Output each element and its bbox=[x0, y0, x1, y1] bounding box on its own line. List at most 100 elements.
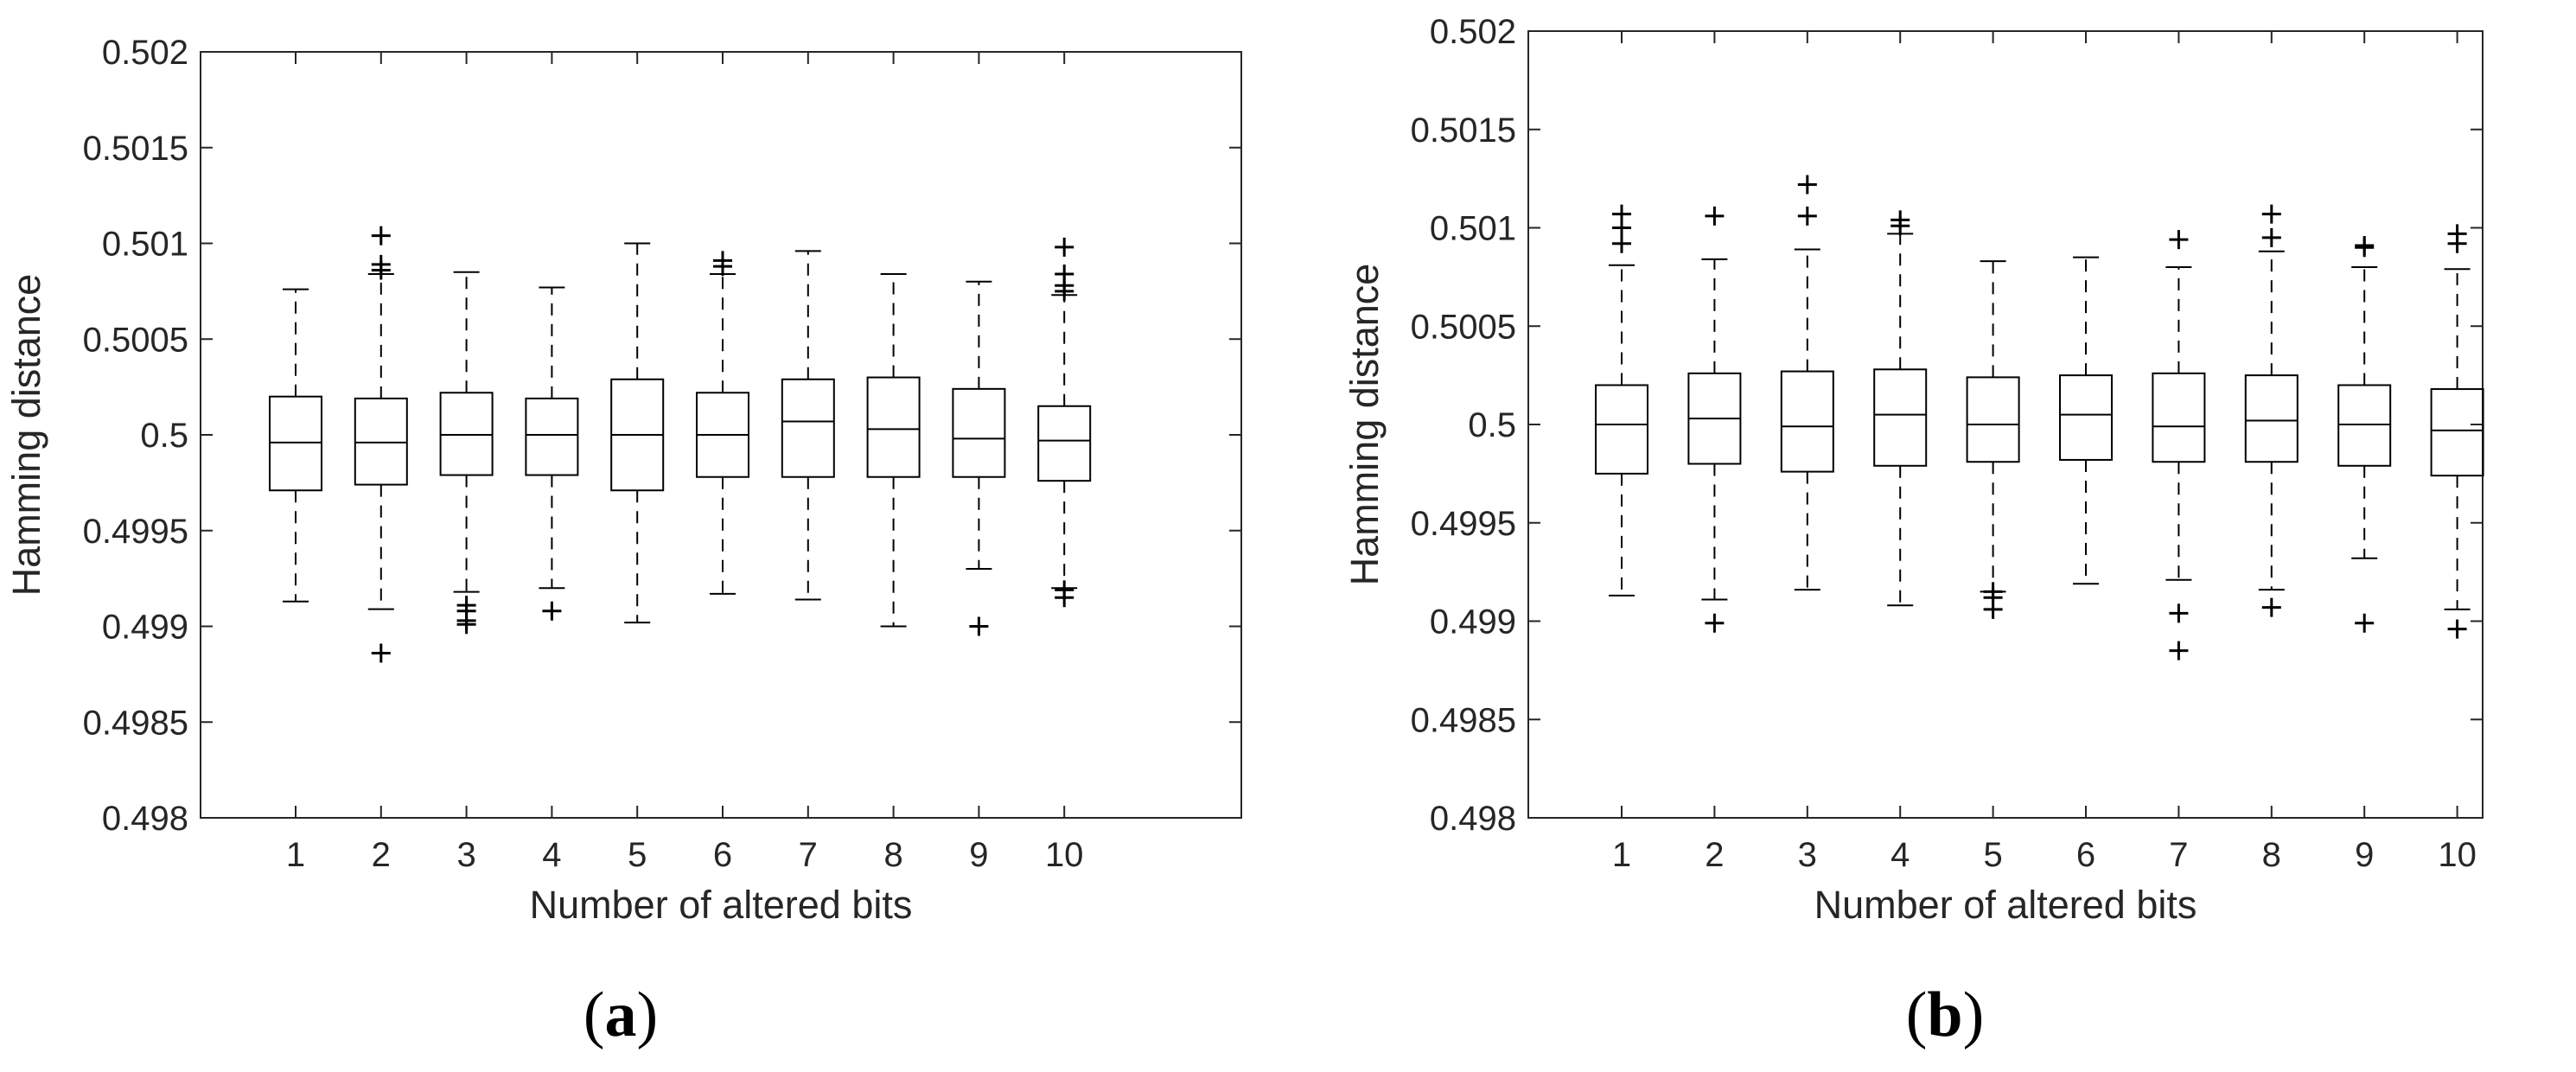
y-tick-label: 0.499 bbox=[102, 609, 188, 647]
y-tick-label: 0.5005 bbox=[83, 321, 188, 359]
outlier-marker bbox=[1055, 264, 1074, 284]
x-tick-label: 7 bbox=[2169, 836, 2188, 874]
y-axis-label: Hamming distance bbox=[4, 274, 48, 597]
outlier-marker bbox=[2169, 230, 2189, 250]
outlier-marker bbox=[1891, 210, 1910, 230]
box-group bbox=[610, 242, 665, 624]
box-group bbox=[781, 250, 835, 601]
panel-label: (a) bbox=[583, 979, 658, 1050]
x-tick-label: 8 bbox=[883, 836, 902, 874]
box-group bbox=[952, 280, 1006, 636]
outlier-marker bbox=[1055, 237, 1074, 257]
iqr-box bbox=[2059, 374, 2113, 461]
iqr-box bbox=[2337, 384, 2392, 467]
outlier-marker bbox=[1705, 613, 1725, 633]
y-tick-label: 0.5 bbox=[1468, 406, 1516, 444]
outlier-marker bbox=[2169, 641, 2189, 660]
y-tick-label: 0.5015 bbox=[1411, 112, 1516, 150]
x-tick-label: 6 bbox=[713, 836, 732, 874]
outlier-marker bbox=[1983, 582, 2003, 602]
box-group bbox=[1966, 260, 2020, 619]
y-tick-label: 0.502 bbox=[102, 34, 188, 72]
box-group bbox=[696, 251, 749, 595]
outlier-marker bbox=[371, 643, 391, 663]
box-group bbox=[2059, 256, 2113, 585]
box-group bbox=[2430, 224, 2484, 639]
iqr-box bbox=[952, 387, 1006, 478]
x-axis-label: Number of altered bits bbox=[530, 883, 913, 927]
outlier-marker bbox=[2355, 235, 2375, 255]
y-tick-label: 0.4985 bbox=[1411, 701, 1516, 739]
panel-b: 0.498 0.4985 0.499 0.4995 0.5 0.5005 0.501 0.50… bbox=[1342, 13, 2484, 1050]
iqr-box bbox=[1873, 368, 1928, 467]
x-tick-label: 4 bbox=[542, 836, 561, 874]
y-tick-label: 0.501 bbox=[102, 226, 188, 264]
x-tick-label: 3 bbox=[456, 836, 475, 874]
iqr-box bbox=[439, 392, 494, 476]
iqr-box bbox=[866, 376, 921, 478]
iqr-box bbox=[1595, 384, 1648, 475]
x-tick-label: 1 bbox=[286, 836, 305, 874]
iqr-box bbox=[781, 378, 835, 478]
iqr-box bbox=[1966, 376, 2020, 463]
outlier-marker bbox=[542, 601, 562, 621]
box-group bbox=[269, 288, 322, 603]
iqr-box bbox=[354, 397, 408, 486]
box-group bbox=[2152, 230, 2206, 660]
outlier-marker bbox=[371, 254, 391, 274]
box-group bbox=[1037, 237, 1092, 608]
iqr-box bbox=[2152, 372, 2206, 463]
x-tick-label: 6 bbox=[2076, 836, 2095, 874]
outlier-marker bbox=[2169, 603, 2189, 623]
box-group bbox=[439, 271, 494, 635]
iqr-box bbox=[525, 397, 579, 476]
iqr-box bbox=[1780, 370, 1834, 473]
x-tick-label: 5 bbox=[1983, 836, 2002, 874]
y-tick-label: 0.501 bbox=[1430, 210, 1516, 248]
y-tick-label: 0.4995 bbox=[83, 513, 188, 551]
box-group bbox=[2244, 204, 2299, 617]
box-group bbox=[354, 226, 408, 663]
box-group bbox=[1595, 204, 1648, 597]
x-tick-label: 1 bbox=[1612, 836, 1631, 874]
x-tick-label: 3 bbox=[1798, 836, 1817, 874]
x-tick-label: 10 bbox=[2438, 836, 2477, 874]
outlier-marker bbox=[2261, 227, 2281, 247]
outlier-marker bbox=[2261, 204, 2281, 224]
x-tick-label: 5 bbox=[628, 836, 647, 874]
y-tick-label: 0.5005 bbox=[1411, 308, 1516, 346]
iqr-box bbox=[2430, 388, 2484, 477]
outlier-marker bbox=[2261, 597, 2281, 617]
box-group bbox=[1687, 206, 1742, 633]
box-group bbox=[1780, 175, 1834, 591]
y-tick-label: 0.4995 bbox=[1411, 505, 1516, 543]
y-tick-label: 0.498 bbox=[1430, 800, 1516, 838]
iqr-box bbox=[2244, 374, 2299, 463]
outlier-marker bbox=[371, 226, 391, 246]
box-group bbox=[1873, 210, 1928, 607]
y-tick-label: 0.499 bbox=[1430, 603, 1516, 641]
outlier-marker bbox=[2447, 224, 2467, 244]
outlier-marker bbox=[1797, 206, 1817, 226]
outlier-marker bbox=[1705, 206, 1725, 226]
y-tick-label: 0.502 bbox=[1430, 13, 1516, 51]
x-tick-label: 7 bbox=[799, 836, 818, 874]
outlier-marker bbox=[1797, 175, 1817, 195]
outlier-marker bbox=[1055, 580, 1074, 600]
outlier-marker bbox=[713, 251, 732, 271]
iqr-box bbox=[1037, 405, 1092, 482]
y-axis-label: Hamming distance bbox=[1342, 264, 1387, 586]
y-tick-label: 0.4985 bbox=[83, 704, 188, 742]
outlier-marker bbox=[2447, 619, 2467, 639]
iqr-box bbox=[269, 395, 322, 492]
x-tick-label: 8 bbox=[2262, 836, 2281, 874]
x-tick-label: 4 bbox=[1891, 836, 1910, 874]
outlier-marker bbox=[2355, 613, 2375, 633]
outlier-marker bbox=[1612, 204, 1631, 224]
outlier-marker bbox=[969, 616, 989, 636]
panel-label: (b) bbox=[1906, 979, 1984, 1050]
x-tick-label: 2 bbox=[1705, 836, 1724, 874]
x-tick-label: 2 bbox=[372, 836, 391, 874]
x-tick-label: 10 bbox=[1045, 836, 1084, 874]
